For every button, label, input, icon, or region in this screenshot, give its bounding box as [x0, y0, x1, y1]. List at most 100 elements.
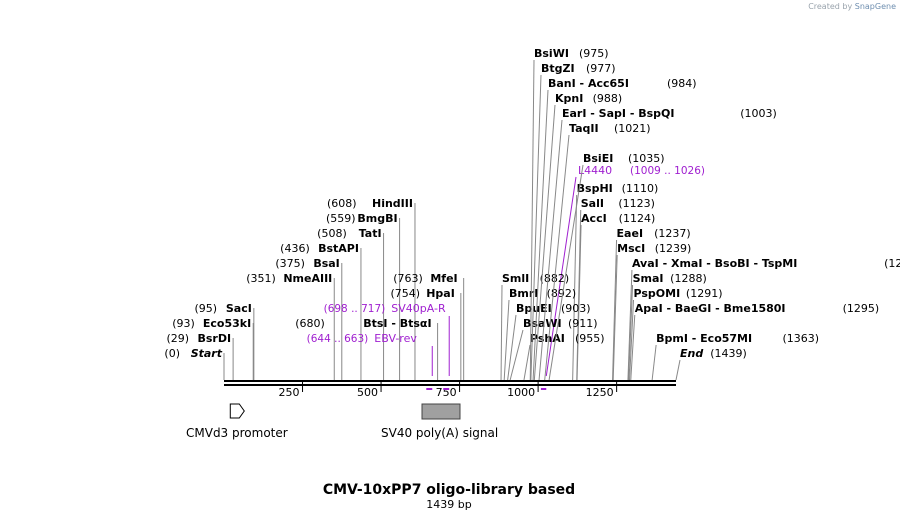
site-name-start: Start	[191, 347, 223, 360]
site-pos-taqii: (1021)	[614, 122, 651, 135]
cut-line-bsiwi	[529, 59, 535, 381]
site-name-tati: TatI	[359, 227, 382, 240]
site-name-bsawi: BsaWI	[523, 317, 562, 330]
snapgene-brand: SnapGene	[854, 2, 896, 11]
tick-label-3: 1000	[507, 386, 535, 399]
primer-name-ebv-rev: EBV-rev	[374, 332, 417, 345]
feature-label-cmvd3: CMVd3 promoter	[186, 426, 288, 440]
site-pos-btsi: (680)	[295, 317, 325, 330]
site-pos-sali: (1123)	[618, 197, 655, 210]
tick-label-1: 500	[357, 386, 378, 399]
site-pos-saci: (95)	[194, 302, 217, 315]
site-pos-kpni: (988)	[593, 92, 623, 105]
snapgene-credit: Created by SnapGene	[808, 2, 896, 11]
site-name-saci: SacI	[226, 302, 252, 315]
cut-line-pspomi	[629, 299, 635, 381]
site-name-bani: BanI - Acc65I	[548, 77, 629, 90]
site-name-bsphi: BspHI	[577, 182, 613, 195]
site-pos-eaei: (1237)	[654, 227, 691, 240]
site-pos-start: (0)	[164, 347, 180, 360]
site-name-hpai: HpaI	[426, 287, 455, 300]
site-pos-bmri: (892)	[547, 287, 577, 300]
site-pos-apai: (1295)	[843, 302, 880, 315]
cut-line-bani	[532, 89, 549, 381]
feature-label-sv40: SV40 poly(A) signal	[381, 426, 498, 440]
site-name-hindiii: HindIII	[372, 197, 413, 210]
cut-line-bsphi	[572, 194, 578, 381]
site-pos-bmgbi: (559)	[326, 212, 356, 225]
cut-line-btgzi	[530, 74, 542, 381]
site-pos-bpuei: (903)	[561, 302, 591, 315]
primer-range-l4440: (1009 .. 1026)	[630, 165, 705, 177]
site-name-sali: SalI	[581, 197, 604, 210]
cut-line-avai	[627, 269, 633, 381]
map-length: 1439 bp	[426, 498, 471, 511]
cut-line-smli	[500, 284, 503, 381]
site-pos-psshai: (955)	[575, 332, 605, 345]
tick-label-4: 1250	[586, 386, 614, 399]
site-name-bsiwi: BsiWI	[534, 47, 569, 60]
site-name-acci: AccI	[581, 212, 607, 225]
site-pos-eari: (1003)	[740, 107, 777, 120]
cut-line-bsiei	[548, 164, 584, 381]
site-pos-bsiei: (1035)	[628, 152, 665, 165]
cut-line-bpmi	[651, 344, 657, 381]
cut-line-bpuei	[507, 314, 517, 381]
site-name-eaei: EaeI	[617, 227, 644, 240]
cut-line-sali	[576, 209, 582, 381]
tick-label-0: 250	[279, 386, 300, 399]
cut-line-kpni	[533, 104, 556, 381]
site-pos-msci: (1239)	[655, 242, 692, 255]
backbone-top-strand	[224, 380, 676, 382]
site-name-apai: ApaI - BaeGI - Bme1580I	[635, 302, 786, 315]
site-pos-end: (1439)	[710, 347, 747, 360]
site-name-msci: MscI	[617, 242, 645, 255]
site-pos-smai: (1288)	[670, 272, 707, 285]
primer-name-l4440: L4440	[578, 164, 612, 177]
backbone-bottom-strand	[224, 384, 676, 386]
site-name-eco53ki: Eco53kI	[203, 317, 251, 330]
site-pos-bsawi: (911)	[568, 317, 598, 330]
cut-line-taqii	[544, 134, 570, 381]
cut-line-eari	[538, 119, 563, 381]
site-pos-bsai: (375)	[275, 257, 305, 270]
primer-range-sv40pa-r: (698 .. 717)	[324, 303, 386, 315]
site-pos-eco53ki: (93)	[172, 317, 195, 330]
site-name-taqii: TaqII	[569, 122, 599, 135]
primer-range-ebv-rev: (644 .. 663)	[307, 333, 369, 345]
cut-line-msci	[612, 254, 618, 381]
site-pos-bstapi: (436)	[280, 242, 310, 255]
site-name-eari: EarI - SapI - BspQI	[562, 107, 674, 120]
cut-line-apai	[630, 314, 636, 381]
site-name-nmeaiii: NmeAIII	[283, 272, 332, 285]
site-name-avai: AvaI - XmaI - BsoBI - TspMI	[632, 257, 797, 270]
site-pos-nmeaiii: (351)	[246, 272, 276, 285]
cut-line-psshai	[523, 344, 531, 381]
site-name-btsi: BtsI - BtsαI	[363, 317, 431, 330]
site-pos-acci: (1124)	[619, 212, 656, 225]
site-name-kpni: KpnI	[555, 92, 583, 105]
site-name-bstapi: BstAPI	[318, 242, 359, 255]
cut-line-smai	[628, 284, 634, 381]
map-title: CMV-10xPP7 oligo-library based	[323, 482, 575, 498]
site-name-bsai: BsaI	[313, 257, 339, 270]
site-pos-bsphi: (1110)	[622, 182, 659, 195]
cut-line-bmri	[503, 299, 510, 381]
feature-box-sv40	[421, 403, 461, 420]
site-name-bsiei: BsiEI	[583, 152, 613, 165]
site-name-pspomi: PspOMI	[634, 287, 681, 300]
site-name-mfei: MfeI	[430, 272, 457, 285]
site-name-btgzi: BtgZI	[541, 62, 575, 75]
feature-arrow-cmvd3	[229, 403, 245, 419]
primer-line-l4440	[545, 176, 577, 377]
site-pos-hindiii: (608)	[327, 197, 357, 210]
site-pos-avai: (1286)	[884, 257, 900, 270]
site-pos-bsrdi: (29)	[167, 332, 190, 345]
cut-line-bsawi	[509, 329, 524, 381]
site-name-bpmi: BpmI - Eco57MI	[656, 332, 752, 345]
site-name-smli: SmlI	[502, 272, 529, 285]
site-pos-bsiwi: (975)	[579, 47, 609, 60]
site-pos-pspomi: (1291)	[686, 287, 723, 300]
